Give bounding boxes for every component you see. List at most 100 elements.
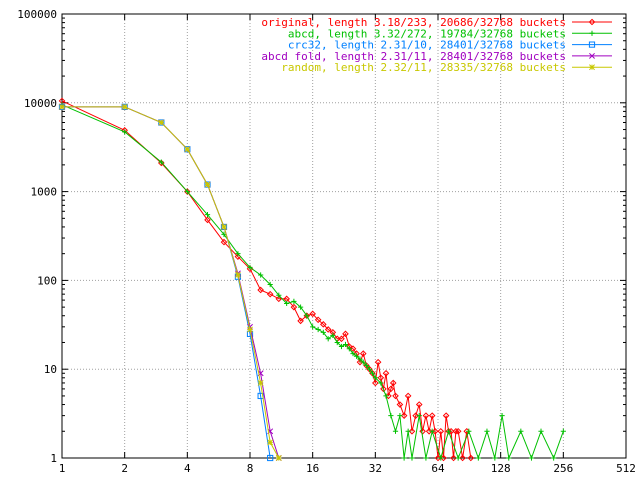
data-point — [551, 455, 557, 461]
x-tick-label: 8 — [247, 462, 254, 475]
data-point — [366, 366, 373, 372]
data-point — [246, 265, 254, 273]
data-point — [446, 428, 452, 434]
data-point — [397, 413, 403, 419]
legend-label: crc32, length 2.31/10, 28401/32768 bucke… — [288, 39, 566, 52]
data-point — [374, 358, 382, 366]
data-point — [338, 343, 345, 350]
data-point — [342, 341, 349, 348]
data-point — [475, 455, 481, 461]
series-line — [61, 100, 472, 459]
legend-entry: random, length 2.32/11, 28335/32768 buck… — [281, 61, 612, 74]
x-tick-label: 1 — [59, 462, 66, 475]
x-tick-label: 2 — [121, 462, 128, 475]
data-point — [408, 427, 416, 435]
data-point — [442, 412, 450, 419]
data-point — [423, 455, 429, 461]
data-point — [257, 380, 264, 386]
data-point — [266, 290, 274, 298]
data-point — [359, 350, 367, 357]
data-point — [392, 428, 399, 434]
data-point — [431, 427, 439, 435]
data-point — [275, 455, 282, 461]
data-point — [499, 413, 505, 419]
data-point — [404, 392, 412, 400]
data-point — [121, 103, 128, 110]
data-point — [438, 455, 444, 461]
legend-label: random, length 2.32/11, 28335/32768 buck… — [281, 61, 566, 74]
data-point — [220, 238, 228, 246]
data-point — [346, 346, 352, 352]
data-point — [258, 272, 264, 278]
data-point — [387, 385, 395, 393]
data-point — [247, 264, 253, 271]
data-point — [290, 303, 298, 311]
data-point — [221, 223, 227, 230]
grid-layer — [62, 14, 626, 458]
y-tick-label: 10000 — [24, 97, 57, 110]
data-point — [314, 316, 322, 324]
data-point — [528, 455, 535, 461]
data-point — [276, 292, 282, 298]
data-point — [560, 428, 566, 434]
data-point — [434, 454, 442, 462]
legend-label: abcd, length 3.32/272, 19784/32768 bucke… — [288, 27, 566, 40]
data-point — [412, 412, 419, 419]
data-point — [158, 159, 164, 165]
legend-marker — [589, 52, 595, 59]
data-point — [184, 146, 191, 153]
data-point — [455, 455, 461, 461]
x-tick-label: 128 — [491, 462, 511, 475]
series-layer — [58, 97, 566, 462]
data-point — [372, 375, 378, 381]
data-point — [369, 370, 376, 376]
y-tick-label: 100 — [37, 274, 57, 287]
data-point — [484, 428, 490, 434]
data-point — [429, 428, 435, 434]
data-point — [291, 298, 297, 305]
legend-marker — [588, 41, 596, 48]
y-tick-label: 1 — [50, 452, 57, 465]
data-point — [297, 317, 304, 325]
data-point — [492, 455, 498, 461]
data-point — [518, 428, 524, 434]
legend: original, length 3.18/233, 20686/32768 b… — [261, 16, 612, 74]
data-point — [158, 119, 165, 126]
data-point — [363, 362, 370, 369]
x-tick-label: 64 — [431, 462, 445, 475]
data-point — [267, 281, 273, 288]
data-point — [247, 323, 253, 330]
data-point — [425, 427, 433, 435]
plot-frame — [61, 13, 627, 459]
series-line — [62, 106, 280, 459]
data-point — [284, 300, 290, 307]
data-point — [267, 454, 274, 462]
y-tick-label: 100000 — [17, 8, 57, 21]
data-point — [428, 412, 436, 419]
data-point — [257, 286, 264, 294]
series-line — [62, 106, 280, 459]
legend-label: original, length 3.18/233, 20686/32768 b… — [261, 16, 566, 29]
legend-entry: abcd, length 3.32/272, 19784/32768 bucke… — [288, 27, 612, 40]
data-point — [309, 310, 316, 318]
x-tick-label: 4 — [184, 462, 191, 475]
series-line — [62, 106, 271, 459]
data-point — [454, 427, 462, 435]
data-point — [297, 304, 304, 310]
data-point — [204, 181, 211, 188]
data-point — [450, 454, 457, 462]
data-point — [184, 189, 190, 195]
data-point — [338, 335, 345, 343]
series-2 — [58, 103, 274, 462]
data-point — [330, 332, 336, 339]
y-tick-label: 1000 — [31, 186, 58, 199]
data-point — [506, 455, 512, 461]
legend-entry: original, length 3.18/233, 20686/32768 b… — [261, 16, 612, 29]
data-point — [452, 427, 460, 435]
data-point — [320, 329, 326, 335]
legend-marker — [589, 64, 595, 71]
legend-entry: abcd fold, length 2.31/11, 28401/32768 b… — [261, 50, 612, 63]
axis-layer: 1 2 4 8 16 32 64 128 256 512 1 10 100 1000 10000 100000 — [17, 8, 636, 475]
x-tick-label: 16 — [306, 462, 319, 475]
data-point — [396, 401, 404, 408]
